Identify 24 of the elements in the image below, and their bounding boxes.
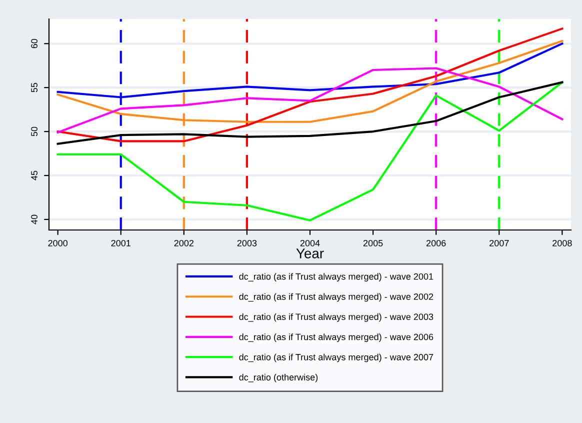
x-tick-label: 2003 bbox=[237, 240, 257, 246]
line-series bbox=[56, 81, 564, 222]
x-tick-label: 2008 bbox=[552, 240, 572, 246]
legend-label: dc_ratio (as if Trust always merged) - wave 2006 bbox=[239, 334, 434, 342]
y-tick-label: 50 bbox=[31, 126, 38, 136]
legend-label: dc_ratio (otherwise) bbox=[239, 374, 318, 382]
legend-label: dc_ratio (as if Trust always merged) - wave 2007 bbox=[239, 354, 434, 362]
x-tick-label: 2000 bbox=[48, 240, 68, 246]
legend-label: dc_ratio (as if Trust always merged) - wave 2001 bbox=[239, 273, 434, 282]
x-tick-label: 2001 bbox=[111, 240, 130, 246]
x-tick-label: 2007 bbox=[490, 240, 509, 246]
x-tick-label: 2002 bbox=[174, 240, 194, 246]
x-tick-label: 2005 bbox=[363, 240, 383, 246]
line-series bbox=[56, 67, 564, 134]
y-tick-label: 60 bbox=[31, 38, 38, 48]
y-tick-label: 45 bbox=[31, 170, 38, 180]
x-axis-title: Year bbox=[296, 248, 324, 258]
y-tick-label: 55 bbox=[31, 82, 38, 92]
x-tick-label: 2004 bbox=[300, 240, 320, 246]
line-series bbox=[56, 81, 564, 145]
y-tick-label: 40 bbox=[31, 214, 38, 224]
x-tick-label: 2006 bbox=[426, 240, 446, 246]
legend-label: dc_ratio (as if Trust always merged) - wave 2002 bbox=[239, 293, 434, 302]
legend-label: dc_ratio (as if Trust always merged) - wave 2003 bbox=[239, 313, 434, 322]
